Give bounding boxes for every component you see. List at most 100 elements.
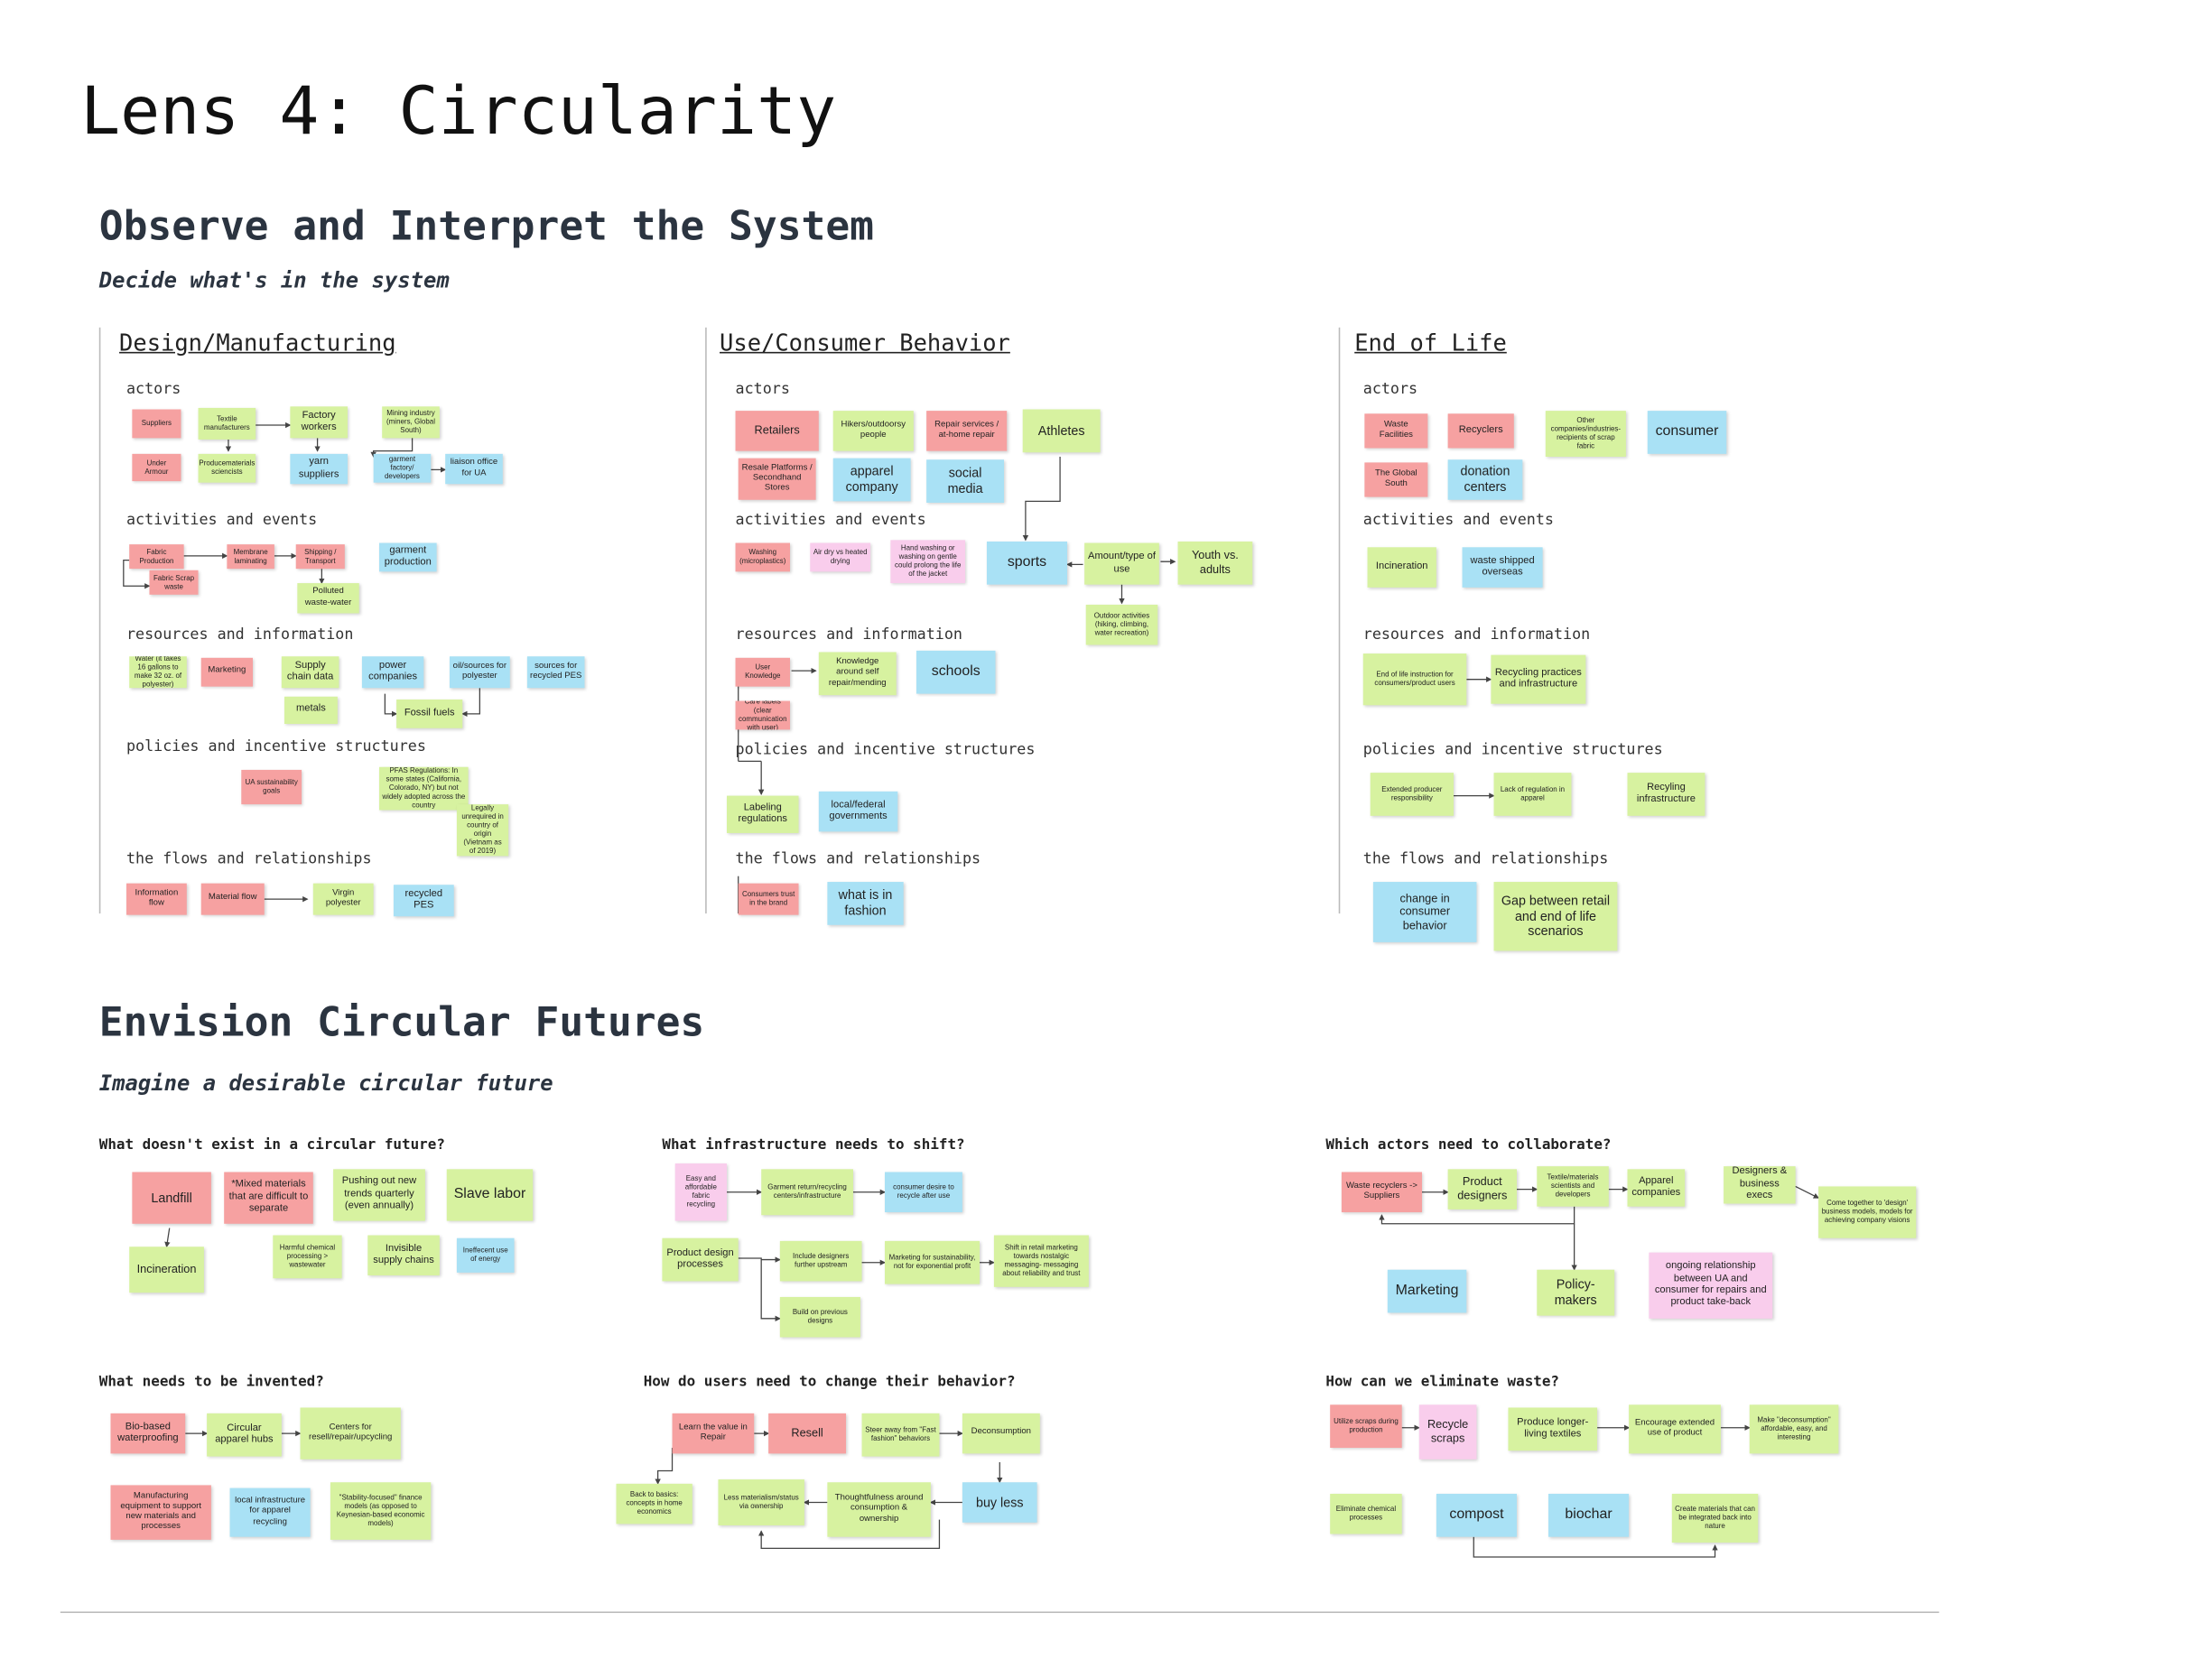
sticky-note[interactable]: Lack of regulation in apparel: [1493, 773, 1572, 816]
sticky-note[interactable]: Resale Platforms / Secondhand Stores: [738, 458, 816, 500]
sticky-note[interactable]: Harmful chemical processing > wastewater: [273, 1235, 342, 1279]
sticky-note[interactable]: Waste Facilities: [1364, 413, 1428, 449]
sticky-note[interactable]: Back to basics: concepts in home economi…: [616, 1483, 692, 1525]
sticky-note[interactable]: Under Armour: [132, 453, 181, 482]
sticky-note[interactable]: Material flow: [200, 883, 265, 915]
sticky-note[interactable]: compost: [1436, 1493, 1517, 1537]
sticky-note[interactable]: Marketing: [1387, 1269, 1467, 1313]
sticky-note[interactable]: Athletes: [1022, 409, 1101, 453]
sticky-note[interactable]: Learn the value in Repair: [672, 1413, 755, 1454]
sticky-note[interactable]: sources for recycled PES: [526, 656, 585, 689]
sticky-note[interactable]: consumer: [1647, 411, 1727, 454]
sticky-note[interactable]: Deconsumption: [962, 1413, 1040, 1454]
sticky-note[interactable]: Manufacturing equipment to support new m…: [110, 1485, 211, 1540]
sticky-note[interactable]: Include designers further upstream: [779, 1240, 862, 1282]
sticky-note[interactable]: Incineration: [129, 1247, 204, 1293]
sticky-note[interactable]: Encourage extended use of product: [1629, 1404, 1721, 1454]
sticky-note[interactable]: Resell: [768, 1413, 847, 1454]
sticky-note[interactable]: liaison office for UA: [445, 453, 503, 485]
sticky-note[interactable]: power companies: [361, 656, 424, 689]
sticky-note[interactable]: Pushing out new trends quarterly (even a…: [333, 1169, 425, 1221]
sticky-note[interactable]: apparel company: [832, 458, 911, 502]
sticky-note[interactable]: buy less: [962, 1482, 1037, 1523]
sticky-note[interactable]: Waste recyclers -> Suppliers: [1341, 1172, 1422, 1213]
sticky-note[interactable]: Outdoor activities (hiking, climbing, wa…: [1085, 604, 1158, 645]
sticky-note[interactable]: Recycling practices and infrastructure: [1491, 654, 1586, 704]
sticky-note[interactable]: donation centers: [1447, 459, 1523, 500]
sticky-note[interactable]: Circular apparel hubs: [207, 1413, 282, 1457]
sticky-note[interactable]: Bio-based waterproofing: [110, 1413, 186, 1454]
sticky-note[interactable]: Water (it takes 16 gallons to make 32 oz…: [129, 656, 187, 689]
sticky-note[interactable]: Marketing for sustainability, not for ex…: [884, 1240, 980, 1284]
sticky-note[interactable]: Centers for resell/repair/upcycling: [300, 1407, 401, 1460]
sticky-note[interactable]: Product designers: [1447, 1169, 1517, 1209]
sticky-note[interactable]: Care labels (clear communication with us…: [735, 700, 790, 730]
sticky-note[interactable]: The Global South: [1364, 462, 1428, 497]
sticky-note[interactable]: waste shipped overseas: [1462, 547, 1543, 588]
sticky-note[interactable]: garment production: [378, 542, 437, 572]
sticky-note[interactable]: Information flow: [125, 883, 187, 915]
sticky-note[interactable]: Supply chain data: [281, 656, 339, 689]
sticky-note[interactable]: biochar: [1547, 1493, 1630, 1537]
sticky-note[interactable]: change in consumer behavior: [1372, 882, 1477, 942]
sticky-note[interactable]: Membrane laminating: [227, 544, 274, 570]
sticky-note[interactable]: Air dry vs heated drying: [810, 542, 871, 572]
sticky-note[interactable]: Policy-makers: [1537, 1269, 1615, 1316]
sticky-note[interactable]: Build on previous designs: [779, 1296, 860, 1338]
sticky-note[interactable]: Produce longer-living textiles: [1508, 1407, 1598, 1451]
sticky-note[interactable]: local infrastructure for apparel recycli…: [229, 1488, 311, 1537]
sticky-note[interactable]: Virgin polyester: [312, 883, 374, 915]
sticky-note[interactable]: Textile manufacturers: [198, 407, 256, 440]
sticky-note[interactable]: "Stability-focused" finance models (as o…: [330, 1482, 432, 1540]
sticky-note[interactable]: Steer away from "Fast fashion" behaviors: [861, 1413, 940, 1457]
sticky-note[interactable]: oil/sources for polyester: [449, 656, 510, 689]
sticky-note[interactable]: Slave labor: [446, 1169, 534, 1221]
sticky-note[interactable]: Hand washing or washing on gentle could …: [890, 540, 966, 584]
sticky-note[interactable]: PFAS Regulations: In some states (Califo…: [378, 766, 469, 811]
sticky-note[interactable]: local/federal governments: [818, 791, 898, 832]
sticky-note[interactable]: Labeling regulations: [726, 795, 799, 833]
sticky-note[interactable]: Fossil fuels: [396, 699, 463, 728]
sticky-note[interactable]: Hikers/outdoorsy people: [832, 411, 914, 451]
sticky-note[interactable]: Make "deconsumption" affordable, easy, a…: [1749, 1404, 1839, 1454]
sticky-note[interactable]: Create materials that can be integrated …: [1671, 1493, 1759, 1543]
sticky-note[interactable]: Fabric Production: [129, 544, 184, 570]
sticky-note[interactable]: Recyclers: [1447, 413, 1514, 449]
sticky-note[interactable]: Suppliers: [132, 409, 181, 439]
sticky-note[interactable]: Garment return/recycling centers/infrast…: [761, 1169, 853, 1216]
sticky-note[interactable]: Repair services / at-home repair: [926, 411, 1008, 451]
sticky-note[interactable]: Incineration: [1367, 547, 1436, 588]
sticky-note[interactable]: Landfill: [132, 1172, 211, 1224]
sticky-note[interactable]: Extended producer responsibility: [1370, 773, 1454, 816]
sticky-note[interactable]: garment factory/ developers: [373, 453, 432, 483]
sticky-note[interactable]: Shipping / Transport: [295, 544, 345, 570]
sticky-note[interactable]: Come together to 'design' business model…: [1818, 1186, 1917, 1238]
sticky-note[interactable]: Product design processes: [662, 1237, 739, 1282]
sticky-note[interactable]: Eliminate chemical processes: [1330, 1493, 1402, 1534]
sticky-note[interactable]: Recycle scraps: [1418, 1404, 1477, 1460]
sticky-note[interactable]: ongoing relationship between UA and cons…: [1649, 1252, 1773, 1319]
sticky-note[interactable]: Utilize scraps during production: [1330, 1404, 1402, 1449]
sticky-note[interactable]: schools: [915, 650, 996, 694]
sticky-note[interactable]: recycled PES: [393, 885, 454, 917]
sticky-note[interactable]: yarn suppliers: [290, 453, 348, 485]
sticky-note[interactable]: sports: [986, 541, 1068, 585]
sticky-note[interactable]: Producematerials sciencists: [198, 453, 256, 483]
sticky-note[interactable]: Other companies/industries- recipients o…: [1545, 411, 1626, 458]
sticky-note[interactable]: Washing (microplastics): [735, 542, 790, 572]
sticky-note[interactable]: UA sustainability goals: [241, 769, 302, 805]
sticky-note[interactable]: Fabric Scrap waste: [149, 570, 199, 595]
sticky-note[interactable]: Ineffecent use of energy: [456, 1237, 515, 1273]
sticky-note[interactable]: Legally unrequired in country of origin …: [456, 804, 509, 857]
sticky-note[interactable]: Knowledge around self repair/mending: [818, 652, 897, 696]
sticky-note[interactable]: Youth vs. adults: [1177, 541, 1253, 585]
sticky-note[interactable]: Easy and affordable fabric recycling: [674, 1163, 727, 1221]
sticky-note[interactable]: consumer desire to recycle after use: [884, 1172, 962, 1213]
sticky-note[interactable]: Amount/type of use: [1084, 542, 1159, 585]
sticky-note[interactable]: Shift in retail marketing towards nostal…: [993, 1235, 1089, 1287]
sticky-note[interactable]: Textile/materials scientists and develop…: [1537, 1166, 1609, 1207]
sticky-note[interactable]: Polluted waste-water: [297, 583, 359, 614]
sticky-note[interactable]: what is in fashion: [827, 882, 904, 925]
sticky-note[interactable]: social media: [926, 459, 1005, 503]
sticky-note[interactable]: metals: [283, 696, 338, 725]
